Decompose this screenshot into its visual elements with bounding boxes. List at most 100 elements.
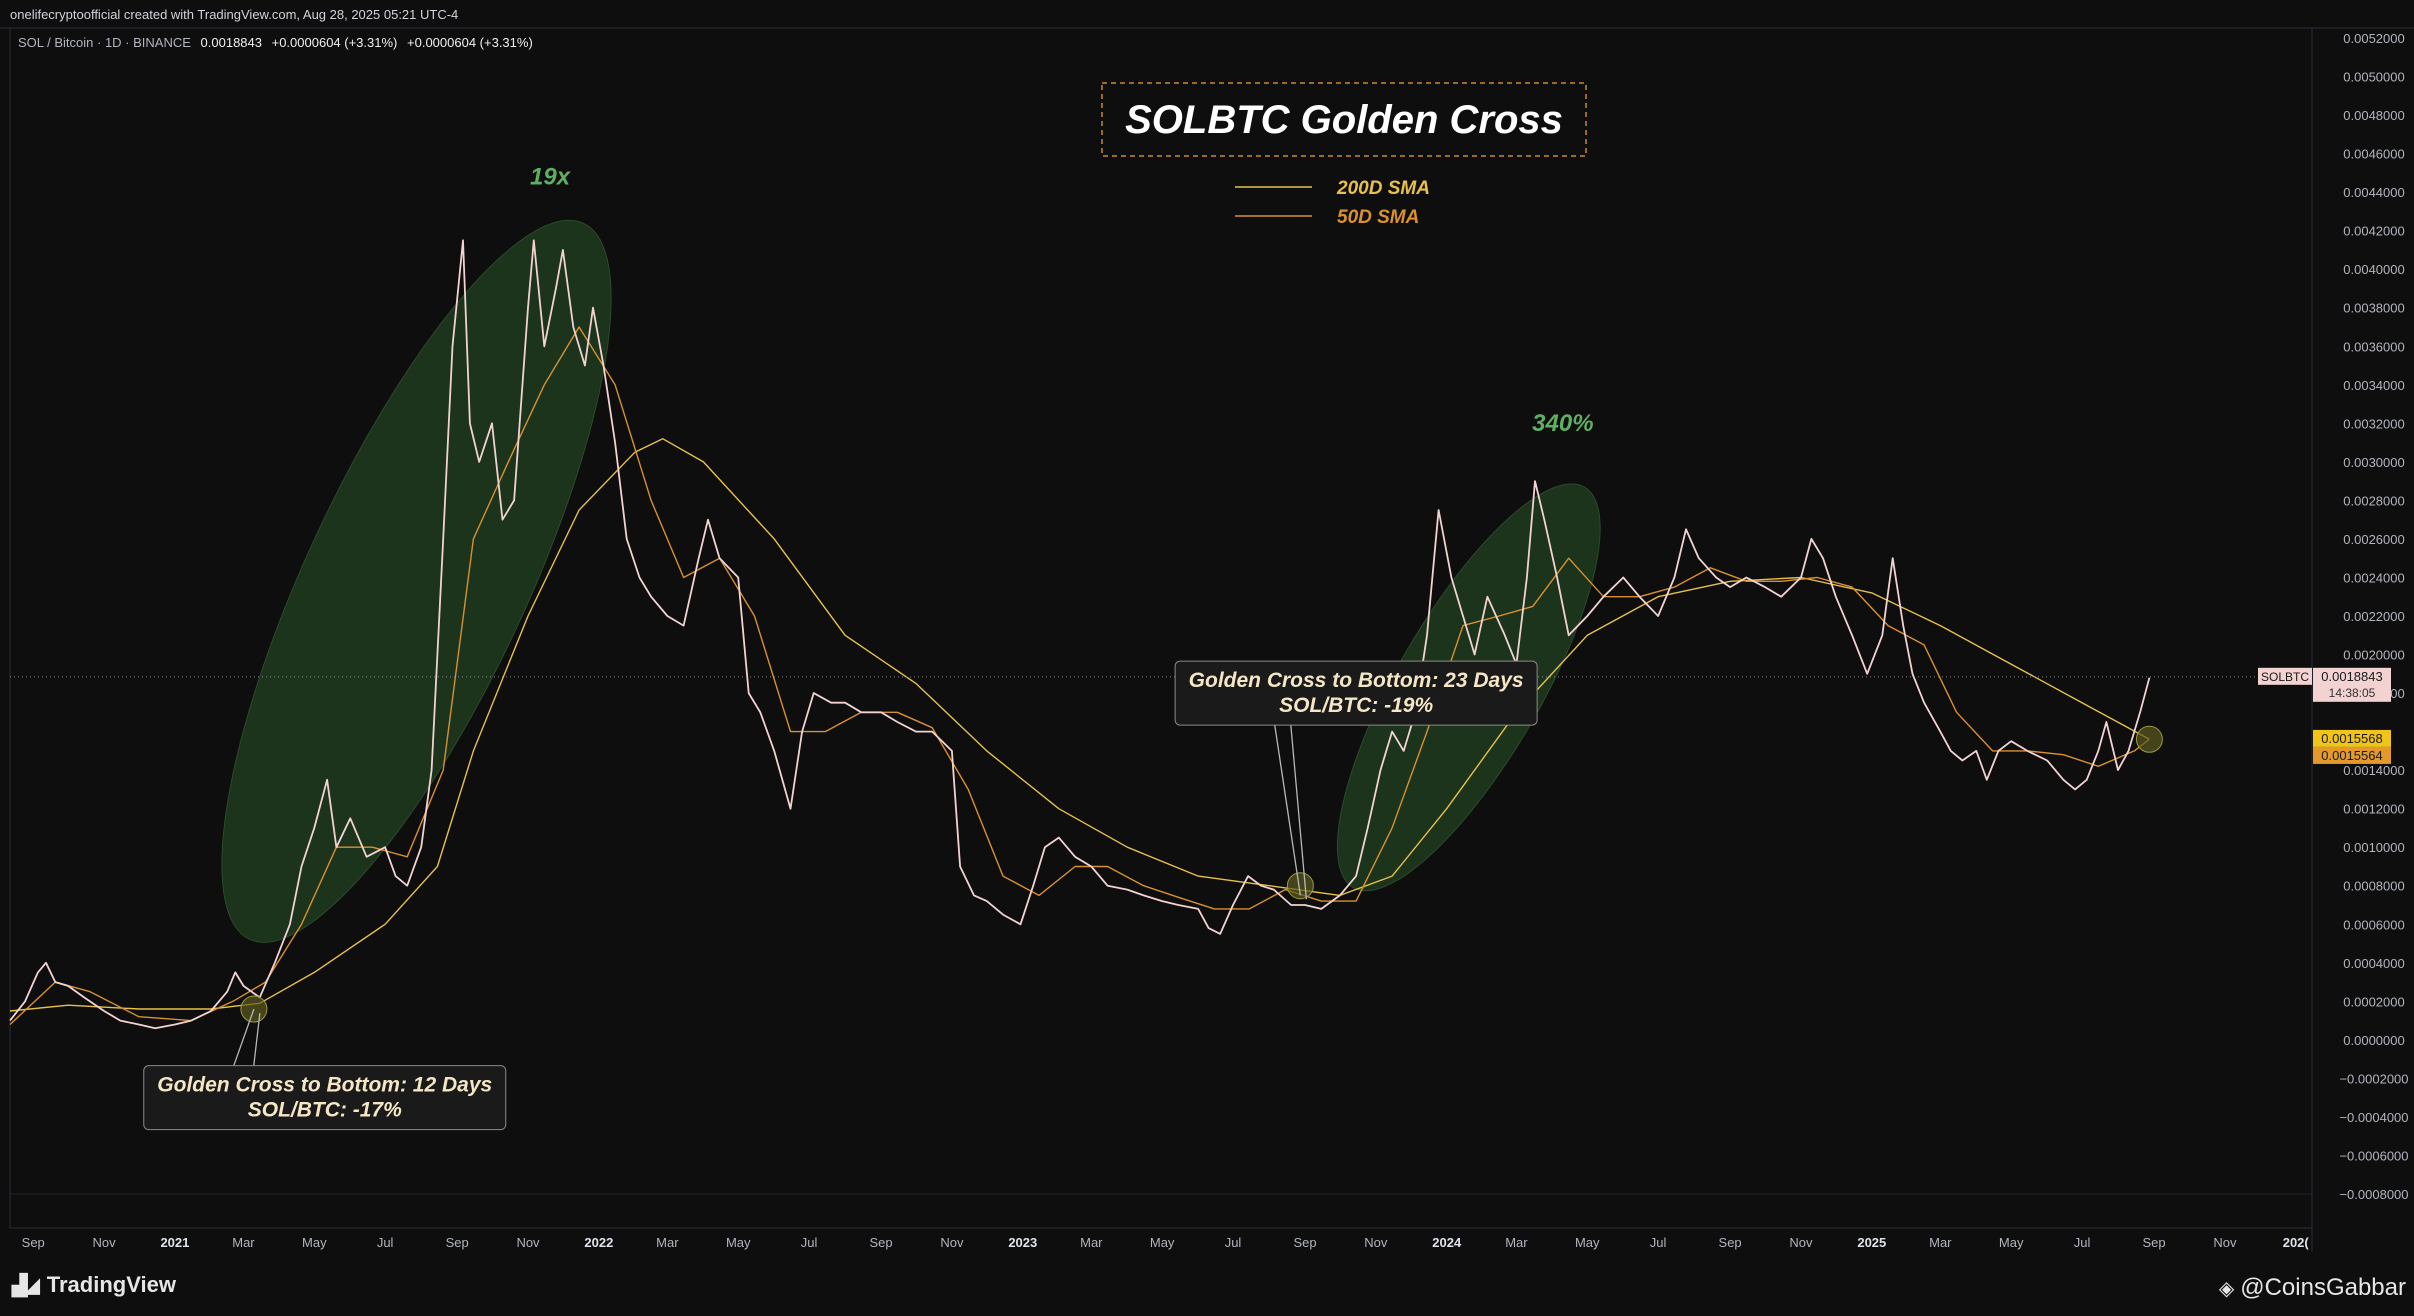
- y-tick-label-20: 0.0010000: [2343, 840, 2404, 855]
- golden-cross-marker-2: [2135, 725, 2163, 753]
- x-tick-label-15: Mar: [1080, 1235, 1103, 1250]
- footer-bar: [0, 1252, 2414, 1316]
- x-tick-label-8: 2022: [584, 1235, 613, 1250]
- sma200-price-tag: [2313, 729, 2391, 747]
- tradingview-logo[interactable]: ▟◢ TradingView: [12, 1272, 176, 1298]
- x-tick-label-22: May: [1575, 1235, 1600, 1250]
- x-tick-label-0: Sep: [22, 1235, 45, 1250]
- callout-box-1: [1174, 660, 1538, 726]
- callout-box-0: [143, 1065, 507, 1131]
- x-tick-label-20: 2024: [1432, 1235, 1462, 1250]
- x-tick-label-4: May: [302, 1235, 327, 1250]
- symbol-last-price: 0.0018843: [200, 35, 262, 50]
- x-tick-label-14: 2023: [1008, 1235, 1037, 1250]
- x-tick-label-21: Mar: [1505, 1235, 1528, 1250]
- callout-pointer-0-b: [253, 1012, 261, 1066]
- x-tick-label-12: Sep: [870, 1235, 893, 1250]
- ellipse-label-1: 340%: [1532, 410, 1593, 437]
- y-tick-label-24: 0.0002000: [2343, 994, 2404, 1009]
- x-tick-label-17: Jul: [1225, 1235, 1242, 1250]
- x-tick-label-19: Nov: [1364, 1235, 1388, 1250]
- top-credit-bar: onelifecryptoofficial created with Tradi…: [0, 0, 2414, 28]
- symbol-tag-text: SOLBTC: [2261, 670, 2309, 684]
- ellipse-label-0: 19x: [530, 163, 572, 190]
- x-tick-label-3: Mar: [232, 1235, 255, 1250]
- sma50-price-tag-value: 0.0015564: [2321, 748, 2382, 763]
- series-line-50d-sma: [9, 326, 2150, 1026]
- y-tick-label-9: 0.0034000: [2343, 378, 2404, 393]
- y-tick-label-12: 0.0028000: [2343, 493, 2404, 508]
- y-tick-label-16: 0.0020000: [2343, 648, 2404, 663]
- tradingview-logo-text: TradingView: [46, 1272, 176, 1297]
- y-tick-label-29: −0.0008000: [2339, 1187, 2408, 1202]
- series-line-200d-sma: [9, 438, 2150, 1012]
- x-tick-label-10: May: [726, 1235, 751, 1250]
- countdown-tag-value: 14:38:05: [2329, 686, 2376, 700]
- callout-line2-1: SOL/BTC: -19%: [1279, 694, 1433, 717]
- chart-title: SOLBTC Golden Cross: [1125, 98, 1563, 142]
- callout-pointer-0-a: [233, 1008, 255, 1066]
- x-tick-label-24: Sep: [1719, 1235, 1742, 1250]
- x-tick-label-13: Nov: [940, 1235, 964, 1250]
- x-tick-label-5: Jul: [377, 1235, 394, 1250]
- watermark: ◈ @CoinsGabbar: [2219, 1274, 2406, 1302]
- y-tick-label-25: 0.0000000: [2343, 1033, 2404, 1048]
- y-tick-label-27: −0.0004000: [2339, 1110, 2408, 1125]
- x-tick-label-29: Jul: [2074, 1235, 2091, 1250]
- x-tick-label-2: 2021: [160, 1235, 189, 1250]
- y-tick-label-13: 0.0026000: [2343, 532, 2404, 547]
- symbol-info-line: SOL / Bitcoin · 1D · BINANCE 0.0018843 +…: [18, 35, 533, 50]
- y-tick-label-26: −0.0002000: [2339, 1071, 2408, 1086]
- coinsgabbar-logo-icon: ◈: [2218, 1278, 2235, 1300]
- x-tick-label-32: 202(: [2283, 1235, 2310, 1250]
- x-tick-label-25: Nov: [1789, 1235, 1813, 1250]
- watermark-text: @CoinsGabbar: [2240, 1274, 2406, 1301]
- symbol-change-1: +0.0000604 (+3.31%): [271, 35, 398, 50]
- y-tick-label-7: 0.0038000: [2343, 301, 2404, 316]
- sma50-price-tag: [2313, 746, 2391, 764]
- last-price-tag: [2313, 667, 2391, 702]
- y-tick-label-1: 0.0050000: [2343, 70, 2404, 85]
- symbol-tag: [2258, 667, 2312, 685]
- y-tick-label-10: 0.0032000: [2343, 416, 2404, 431]
- series-line-solbtc: [9, 239, 2151, 1030]
- x-tick-label-11: Jul: [801, 1235, 818, 1250]
- y-tick-label-14: 0.0024000: [2343, 570, 2404, 585]
- y-tick-label-28: −0.0006000: [2339, 1148, 2408, 1163]
- title-box: SOLBTC Golden Cross: [1101, 82, 1587, 157]
- y-tick-label-19: 0.0012000: [2343, 802, 2404, 817]
- last-price-tag-value: 0.0018843: [2321, 669, 2382, 684]
- x-tick-label-1: Nov: [93, 1235, 117, 1250]
- y-tick-label-11: 0.0030000: [2343, 455, 2404, 470]
- y-tick-label-15: 0.0022000: [2343, 609, 2404, 624]
- legend: 200D SMA 50D SMA: [1235, 178, 1430, 228]
- y-tick-label-5: 0.0042000: [2343, 224, 2404, 239]
- y-tick-label-0: 0.0052000: [2343, 31, 2404, 46]
- y-tick-label-2: 0.0048000: [2343, 108, 2404, 123]
- x-tick-label-31: Nov: [2213, 1235, 2237, 1250]
- callout-line1-1: Golden Cross to Bottom: 23 Days: [1189, 669, 1524, 692]
- symbol-change-2: +0.0000604 (+3.31%): [407, 35, 533, 50]
- x-tick-label-27: Mar: [1929, 1235, 1952, 1250]
- y-tick-label-23: 0.0004000: [2343, 956, 2404, 971]
- symbol-description[interactable]: SOL / Bitcoin · 1D · BINANCE: [18, 35, 191, 50]
- x-tick-label-26: 2025: [1857, 1235, 1886, 1250]
- highlight-ellipse-0: [221, 219, 612, 943]
- golden-cross-marker-1: [1286, 872, 1314, 900]
- y-tick-label-22: 0.0006000: [2343, 917, 2404, 932]
- legend-label-50d: 50D SMA: [1337, 207, 1419, 228]
- x-tick-label-30: Sep: [2142, 1235, 2165, 1250]
- x-tick-label-9: Mar: [656, 1235, 679, 1250]
- x-tick-label-23: Jul: [1650, 1235, 1667, 1250]
- tradingview-logo-icon: ▟◢: [12, 1275, 40, 1297]
- x-tick-label-6: Sep: [446, 1235, 469, 1250]
- x-tick-label-16: May: [1150, 1235, 1175, 1250]
- y-tick-label-4: 0.0044000: [2343, 185, 2404, 200]
- x-tick-label-28: May: [1999, 1235, 2024, 1250]
- credit-text: onelifecryptoofficial created with Tradi…: [10, 7, 459, 22]
- callout-line1-0: Golden Cross to Bottom: 12 Days: [157, 1074, 492, 1097]
- callout-line2-0: SOL/BTC: -17%: [248, 1099, 402, 1122]
- y-tick-label-6: 0.0040000: [2343, 262, 2404, 277]
- y-tick-label-8: 0.0036000: [2343, 339, 2404, 354]
